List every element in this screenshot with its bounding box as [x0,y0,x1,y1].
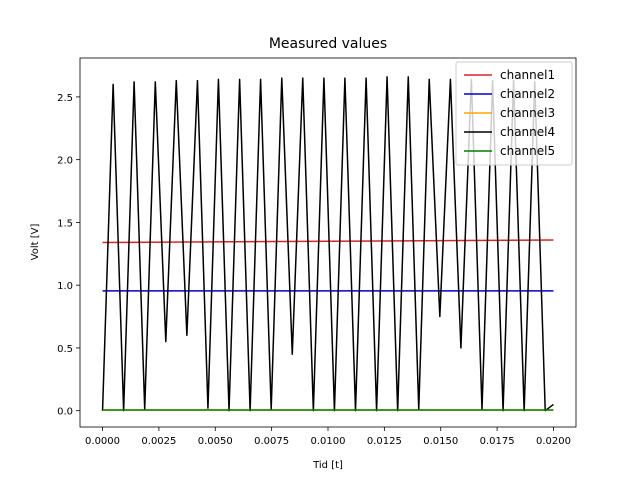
x-tick-label: 0.0150 [423,436,458,447]
series-line [102,239,554,244]
legend-label: channel1 [500,68,555,82]
legend-label: channel2 [500,87,555,101]
x-tick-label: 0.0075 [254,436,289,447]
plot-frame [79,57,577,428]
legend-label: channel3 [500,106,555,120]
y-tick-label: 2.5 [57,93,73,104]
x-axis-label: Tid [t] [312,460,343,471]
x-tick-label: 0.0050 [198,436,233,447]
x-tick-label: 0.0175 [480,436,515,447]
chart-title: Measured values [269,36,387,52]
y-tick-label: 0.5 [57,344,73,355]
legend-label: channel5 [500,144,555,158]
legend-label: channel4 [500,125,555,139]
y-tick-label: 1.0 [57,281,73,292]
y-tick-label: 2.0 [57,156,73,167]
y-axis-label: Volt [V] [30,224,41,261]
x-tick-label: 0.0125 [367,436,402,447]
series-line [101,76,554,412]
y-tick-label: 1.5 [57,218,73,229]
x-tick-label: 0.0025 [141,436,176,447]
x-tick-label: 0.0100 [311,436,346,447]
y-tick-label: 0.0 [57,407,73,418]
legend-box [455,61,573,166]
x-tick-label: 0.0200 [536,436,571,447]
x-tick-label: 0.0000 [85,436,120,447]
